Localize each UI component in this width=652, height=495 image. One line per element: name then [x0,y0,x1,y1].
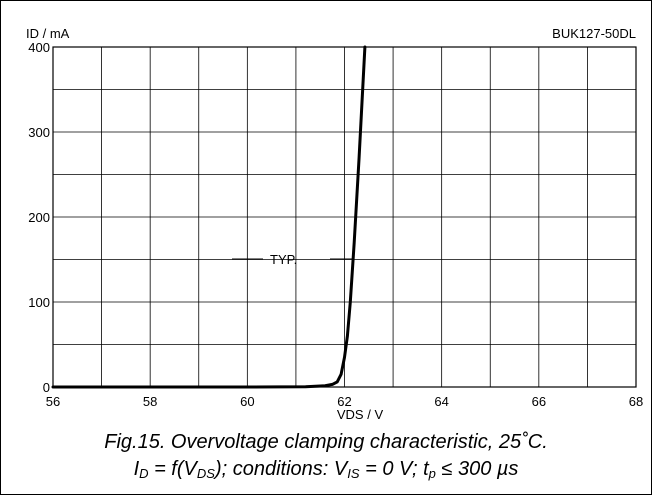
x-tick-label: 68 [629,394,643,409]
caption-eq: = f(V [148,458,197,480]
caption-tp-sub: p [428,466,436,481]
caption-rest: = 0 V; t [359,458,429,480]
caption-id-sub: D [139,466,149,481]
caption-line-1: Fig.15. Overvoltage clamping characteris… [104,431,548,453]
series-group [51,45,367,389]
caption-vis-sub: IS [347,466,360,481]
y-tick-labels: 0 100 200 300 400 [28,40,50,395]
x-axis-label: VDS / V [337,407,384,422]
grid [53,47,636,387]
y-tick-label: 100 [28,295,50,310]
y-tick-label: 200 [28,210,50,225]
x-tick-label: 56 [46,394,60,409]
chart-title: BUK127-50DL [552,26,636,41]
y-tick-label: 400 [28,40,50,55]
caption-conditions: ); conditions: V [214,458,348,480]
y-tick-label: 0 [43,380,50,395]
x-tick-label: 62 [337,394,351,409]
caption-line-2: ID = f(VDS); conditions: VIS = 0 V; tp ≤… [0,458,652,481]
x-tick-label: 64 [434,394,448,409]
chart: 56 58 60 62 64 66 68 0 100 200 300 400 ID / mA BUK… [26,26,643,422]
x-tick-labels: 56 58 60 62 64 66 68 [46,394,643,409]
annotation-typ: TYP. [270,252,297,267]
caption-end: ≤ 300 µs [435,458,519,480]
x-tick-label: 58 [143,394,157,409]
y-axis-label: ID / mA [26,26,70,41]
caption-vds-sub: DS [196,466,215,481]
x-tick-label: 66 [532,394,546,409]
y-tick-label: 300 [28,125,50,140]
series-line-typ [51,45,367,389]
x-tick-label: 60 [240,394,254,409]
caption-id: I [133,458,140,480]
